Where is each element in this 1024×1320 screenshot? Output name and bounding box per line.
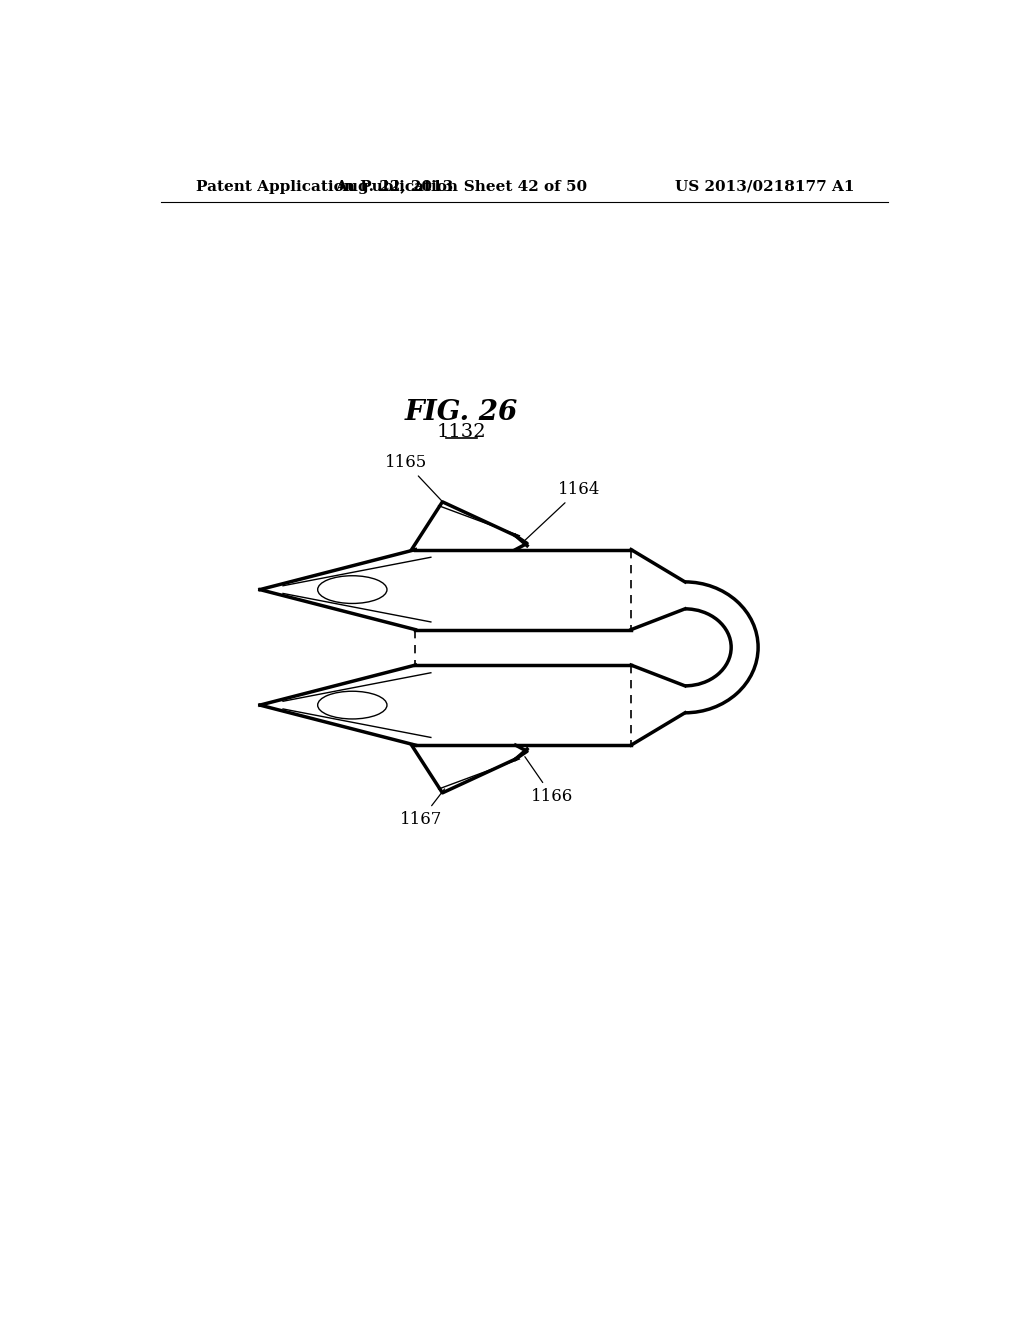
Text: 1132: 1132 — [437, 422, 486, 441]
Text: Patent Application Publication: Patent Application Publication — [196, 180, 458, 194]
Text: 1164: 1164 — [525, 480, 600, 540]
Text: 1166: 1166 — [525, 756, 573, 805]
Text: US 2013/0218177 A1: US 2013/0218177 A1 — [675, 180, 854, 194]
Text: FIG. 26: FIG. 26 — [406, 399, 518, 426]
Text: 1165: 1165 — [385, 454, 444, 504]
Text: Aug. 22, 2013  Sheet 42 of 50: Aug. 22, 2013 Sheet 42 of 50 — [336, 180, 588, 194]
Text: 1167: 1167 — [400, 789, 444, 828]
